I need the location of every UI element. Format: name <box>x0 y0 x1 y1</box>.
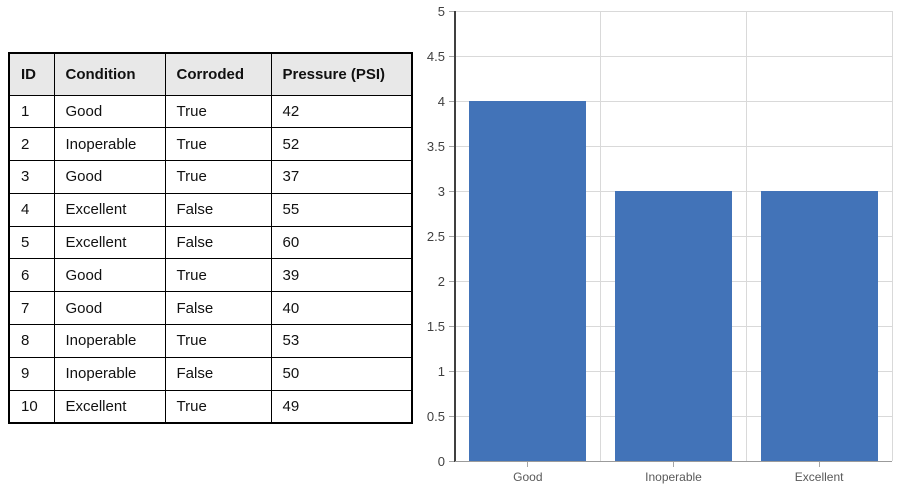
y-tick <box>449 325 454 327</box>
table-cell: Good <box>53 258 166 293</box>
table-cell: 6 <box>8 258 55 293</box>
data-table: ID Condition Corroded Pressure (PSI) 1 Good T… <box>8 52 413 424</box>
y-tick <box>449 145 454 147</box>
table-cell: True <box>164 127 272 162</box>
table-cell: Excellent <box>53 389 166 424</box>
table-cell: True <box>164 389 272 424</box>
y-tick-label: 4 <box>437 93 445 109</box>
table-cell: 4 <box>8 192 55 227</box>
table-cell: Good <box>53 291 166 326</box>
y-gridline <box>455 100 892 102</box>
table-cell: True <box>164 160 272 194</box>
y-tick <box>449 100 454 102</box>
table-cell: 7 <box>8 291 55 326</box>
y-tick-label: 3.5 <box>426 138 445 154</box>
table-row: 5 Excellent False 60 <box>8 225 413 260</box>
table-row: 9 Inoperable False 50 <box>8 356 413 391</box>
table-row: 10 Excellent True 49 <box>8 389 413 424</box>
table-cell: False <box>164 356 272 391</box>
x-gridline <box>891 11 893 461</box>
data-table-container: ID Condition Corroded Pressure (PSI) 1 Good T… <box>8 52 413 424</box>
y-tick-label: 2.5 <box>426 228 445 244</box>
y-tick-label: 0 <box>437 453 445 469</box>
table-row: 3 Good True 37 <box>8 160 413 194</box>
column-header-id: ID <box>8 52 55 96</box>
y-tick-label: 5 <box>437 3 445 19</box>
table-cell: 39 <box>270 258 413 293</box>
y-tick <box>449 10 454 12</box>
table-cell: 49 <box>270 389 413 424</box>
table-cell: 42 <box>270 94 413 129</box>
table-cell: Good <box>53 94 166 129</box>
y-tick-label: 3 <box>437 183 445 199</box>
x-tick <box>527 462 529 467</box>
y-tick <box>449 55 454 57</box>
x-tick-label: Inoperable <box>645 470 702 484</box>
table-row: 6 Good True 39 <box>8 258 413 293</box>
y-gridline <box>455 55 892 57</box>
y-axis-line <box>454 11 456 462</box>
table-cell: Inoperable <box>53 324 166 358</box>
y-tick-label: 4.5 <box>426 48 445 64</box>
table-cell: False <box>164 291 272 326</box>
table-cell: 10 <box>8 389 55 424</box>
y-tick-label: 0.5 <box>426 408 445 424</box>
column-header-pressure-psi: Pressure (PSI) <box>270 52 413 96</box>
y-tick <box>449 370 454 372</box>
y-tick <box>449 280 454 282</box>
table-cell: False <box>164 192 272 227</box>
x-tick-label: Excellent <box>794 470 844 484</box>
table-cell: Excellent <box>53 225 166 260</box>
x-gridline <box>600 11 602 461</box>
x-tick-label: Good <box>513 470 543 484</box>
table-cell: 53 <box>270 324 413 358</box>
table-row: 2 Inoperable True 52 <box>8 127 413 162</box>
table-cell: 50 <box>270 356 413 391</box>
table-cell: 60 <box>270 225 413 260</box>
y-tick-label: 2 <box>437 273 445 289</box>
table-cell: Good <box>53 160 166 194</box>
chart-bar <box>469 101 587 461</box>
table-cell: 5 <box>8 225 55 260</box>
column-header-corroded: Corroded <box>164 52 272 96</box>
table-cell: Inoperable <box>53 356 166 391</box>
x-axis-line <box>455 460 892 462</box>
table-row: 7 Good False 40 <box>8 291 413 326</box>
y-tick <box>449 235 454 237</box>
column-header-condition: Condition <box>53 52 166 96</box>
table-cell: 55 <box>270 192 413 227</box>
table-row: 8 Inoperable True 53 <box>8 324 413 358</box>
y-tick-label: 1 <box>437 363 445 379</box>
table-cell: 2 <box>8 127 55 162</box>
table-cell: False <box>164 225 272 260</box>
chart-bar <box>760 191 878 461</box>
x-tick <box>673 462 674 467</box>
chart-bar <box>615 191 732 461</box>
table-cell: 37 <box>270 160 413 194</box>
table-cell: True <box>164 258 272 293</box>
y-tick <box>449 415 454 417</box>
table-cell: Excellent <box>53 192 166 227</box>
table-cell: 3 <box>8 160 55 194</box>
table-header-row: ID Condition Corroded Pressure (PSI) <box>8 52 413 96</box>
table-cell: True <box>164 94 272 129</box>
y-tick <box>449 460 454 462</box>
table-cell: 52 <box>270 127 413 162</box>
table-cell: True <box>164 324 272 358</box>
table-cell: 9 <box>8 356 55 391</box>
y-gridline <box>455 10 892 12</box>
bar-chart: 0 0.5 1 1.5 2 2.5 3 3.5 4 4.5 5 Good Inoperable Excel… <box>420 0 904 487</box>
table-row: 4 Excellent False 55 <box>8 192 413 227</box>
y-tick <box>449 190 454 192</box>
table-body: 1 Good True 42 2 Inoperable True 52 3 Good True 37 4… <box>8 94 413 424</box>
y-gridline <box>455 145 892 147</box>
table-cell: 8 <box>8 324 55 358</box>
y-tick-label: 1.5 <box>426 318 445 334</box>
table-cell: 40 <box>270 291 413 326</box>
table-cell: Inoperable <box>53 127 166 162</box>
x-tick <box>818 462 820 467</box>
x-gridline <box>745 11 747 461</box>
table-row: 1 Good True 42 <box>8 94 413 129</box>
table-cell: 1 <box>8 94 55 129</box>
